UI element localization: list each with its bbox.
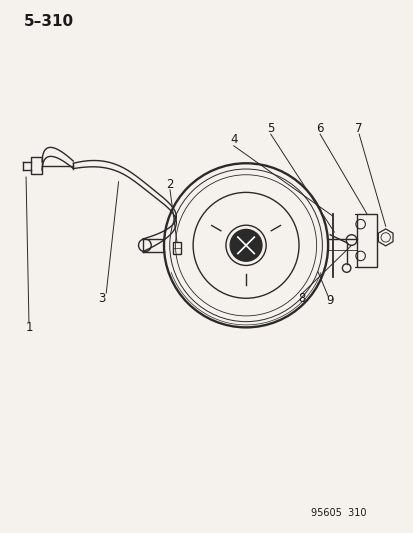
Text: 8: 8 [297,292,304,305]
Text: 2: 2 [166,178,173,191]
Text: 9: 9 [326,294,333,308]
Circle shape [230,229,261,261]
Text: 4: 4 [230,133,237,146]
Text: 5: 5 [266,123,274,135]
Bar [356,214,376,266]
Text: 5–310: 5–310 [24,14,74,29]
Text: 7: 7 [354,123,362,135]
Text: 1: 1 [25,321,33,334]
Bar [31,157,42,174]
Bar [173,242,180,254]
Text: 3: 3 [98,292,106,305]
Text: 6: 6 [316,123,323,135]
Text: 95605  310: 95605 310 [310,508,366,519]
